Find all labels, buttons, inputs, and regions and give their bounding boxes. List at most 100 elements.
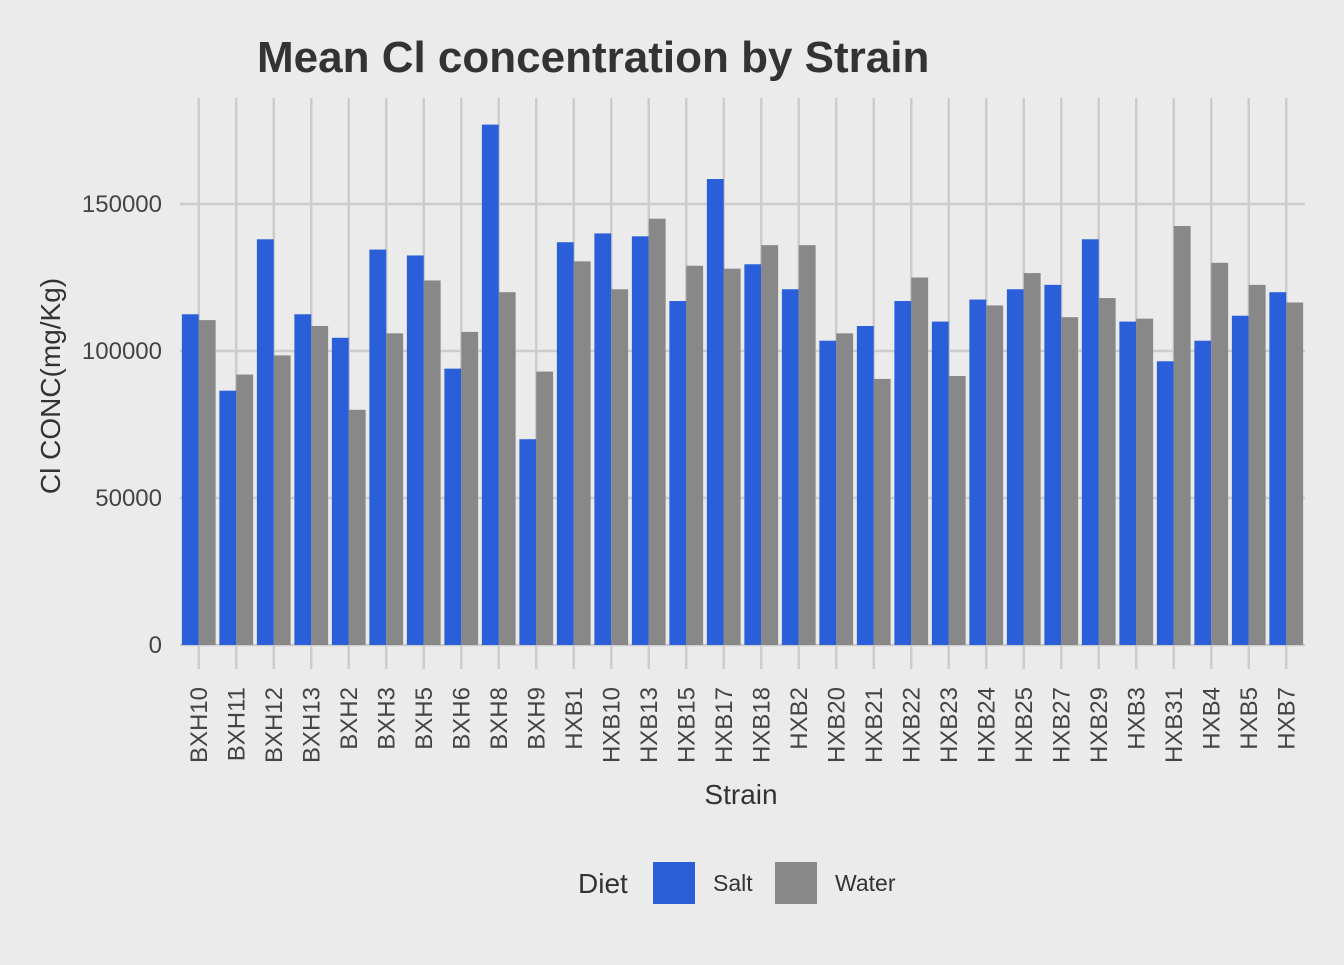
bar-salt-bxh3 [369, 249, 387, 645]
bar-salt-hxb3 [1119, 321, 1137, 645]
x-tick-label: BXH9 [523, 687, 550, 750]
bar-water-bxh9 [536, 371, 554, 645]
bar-water-hxb29 [1098, 298, 1116, 645]
y-tick-label: 100000 [82, 338, 162, 365]
bar-water-hxb25 [1023, 273, 1041, 645]
bar-water-bxh8 [498, 292, 516, 645]
x-tick-label: HXB2 [786, 687, 813, 750]
bar-salt-bxh12 [256, 239, 274, 645]
bar-salt-bxh10 [181, 314, 199, 645]
bar-water-hxb15 [686, 265, 704, 645]
x-tick-label: BXH3 [373, 687, 400, 750]
bar-salt-hxb7 [1269, 292, 1287, 645]
bar-salt-hxb15 [669, 301, 687, 645]
bar-salt-hxb23 [931, 321, 949, 645]
bar-water-hxb1 [573, 261, 591, 645]
x-tick-label: HXB31 [1161, 687, 1188, 763]
legend: Diet Salt Water [578, 862, 896, 904]
x-tick-label: HXB17 [711, 687, 738, 763]
bar-water-bxh11 [236, 374, 254, 645]
bar-salt-hxb25 [1006, 289, 1024, 645]
bar-salt-hxb31 [1156, 361, 1174, 645]
x-tick-label: BXH5 [411, 687, 438, 750]
x-axis-ticks: BXH10 BXH11 BXH12 BXH13 BXH2 BXH3 BXH5 BXH6 BXH8… [186, 645, 1300, 763]
bar-water-hxb10 [611, 289, 629, 645]
bar-water-hxb20 [836, 333, 854, 645]
x-tick-label: HXB1 [561, 687, 588, 750]
bar-water-hxb21 [873, 378, 891, 645]
x-tick-label: HXB15 [673, 687, 700, 763]
bar-salt-bxh8 [481, 124, 499, 646]
bar-water-hxb31 [1173, 226, 1191, 646]
x-tick-label: BXH8 [486, 687, 513, 750]
x-tick-label: HXB27 [1048, 687, 1075, 763]
bar-water-hxb2 [798, 245, 816, 645]
bar-salt-hxb21 [856, 326, 874, 645]
bar-salt-hxb18 [744, 264, 762, 645]
legend-label-salt: Salt [713, 870, 753, 896]
bar-salt-hxb22 [894, 301, 912, 645]
x-tick-label: HXB25 [1011, 687, 1038, 763]
x-tick-label: BXH11 [223, 687, 250, 761]
x-tick-label: HXB21 [861, 687, 888, 763]
chart-title: Mean Cl concentration by Strain [257, 33, 929, 82]
x-tick-label: HXB10 [598, 687, 625, 763]
y-tick-label: 150000 [82, 191, 162, 218]
bar-salt-bxh2 [331, 337, 349, 645]
x-tick-label: HXB29 [1086, 687, 1113, 763]
bar-water-hxb13 [648, 218, 666, 645]
y-axis-title: Cl CONC(mg/Kg) [35, 278, 66, 494]
bar-water-hxb27 [1061, 317, 1079, 645]
x-tick-label: HXB22 [898, 687, 925, 763]
bar-water-hxb23 [948, 375, 966, 645]
bar-salt-bxh9 [519, 439, 537, 645]
bar-water-hxb3 [1136, 318, 1154, 645]
bar-water-hxb5 [1248, 284, 1266, 645]
y-tick-label: 50000 [95, 485, 162, 512]
bar-salt-bxh13 [294, 314, 312, 645]
bar-water-hxb7 [1286, 302, 1304, 645]
x-tick-label: HXB4 [1198, 687, 1225, 750]
y-gridlines [180, 202, 1305, 647]
bar-salt-hxb13 [631, 236, 649, 645]
legend-swatch-salt [653, 862, 695, 904]
bars [181, 124, 1304, 646]
bar-salt-hxb2 [781, 289, 799, 645]
bar-water-bxh13 [311, 326, 329, 645]
y-tick-label: 0 [149, 632, 162, 659]
bar-salt-hxb20 [819, 340, 837, 645]
legend-title: Diet [578, 868, 628, 899]
bar-salt-hxb27 [1044, 284, 1062, 645]
bar-salt-hxb17 [706, 179, 724, 645]
x-tick-label: HXB3 [1123, 687, 1150, 750]
x-tick-label: BXH10 [186, 687, 213, 763]
bar-water-bxh12 [273, 355, 291, 645]
x-tick-label: HXB18 [748, 687, 775, 763]
bar-salt-hxb10 [594, 233, 612, 645]
y-axis-ticks: 0 50000 100000 150000 [82, 191, 162, 659]
bar-salt-hxb24 [969, 299, 987, 645]
x-tick-label: BXH12 [261, 687, 288, 763]
bar-water-hxb24 [986, 305, 1004, 645]
bar-water-hxb22 [911, 277, 929, 645]
bar-salt-bxh11 [219, 390, 237, 645]
bar-salt-bxh6 [444, 368, 462, 645]
x-tick-label: HXB7 [1273, 687, 1300, 750]
x-tick-label: HXB23 [936, 687, 963, 763]
bar-water-hxb4 [1211, 262, 1229, 645]
bar-water-hxb18 [761, 245, 779, 645]
legend-label-water: Water [835, 870, 896, 896]
x-tick-label: HXB20 [823, 687, 850, 763]
bar-water-bxh3 [386, 333, 404, 645]
x-tick-label: BXH6 [448, 687, 475, 750]
bar-water-bxh6 [461, 331, 479, 645]
bar-salt-hxb1 [556, 242, 574, 645]
bar-water-bxh2 [348, 409, 366, 645]
x-tick-label: BXH13 [298, 687, 325, 763]
bar-salt-hxb5 [1231, 315, 1249, 645]
bar-salt-bxh5 [406, 255, 424, 645]
bar-salt-hxb29 [1081, 239, 1099, 645]
bar-water-hxb17 [723, 268, 741, 645]
